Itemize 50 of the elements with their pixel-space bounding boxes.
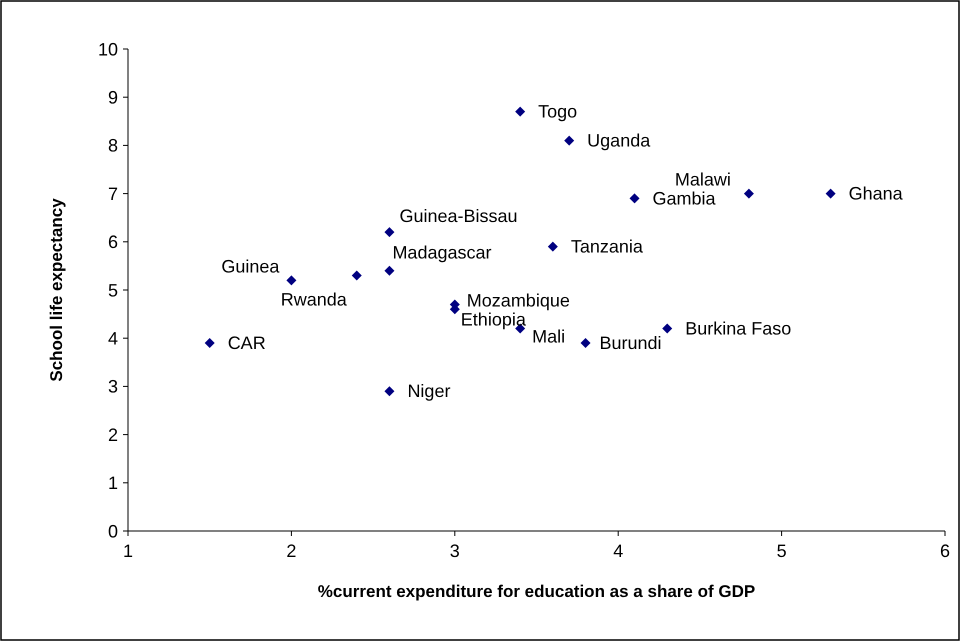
point — [580, 338, 591, 348]
y-tick-label: 2 — [108, 424, 118, 445]
y-tick-label: 10 — [98, 39, 118, 60]
annotation: Gambia — [652, 188, 717, 208]
y-tick-label: 6 — [108, 232, 118, 252]
point — [286, 275, 296, 286]
annotation: Guinea — [221, 256, 280, 276]
y-tick-label: 4 — [108, 328, 118, 348]
annotation: Niger — [407, 381, 450, 402]
y-tick-label: 1 — [108, 473, 118, 494]
y-tick-label: 3 — [108, 376, 118, 397]
annotation: Togo — [538, 102, 578, 122]
x-tick-label: 6 — [940, 541, 950, 561]
x-tick-label: 2 — [286, 541, 296, 561]
x-tick-label: 4 — [613, 541, 624, 561]
x-tick-label: 3 — [450, 541, 460, 561]
y-tick-label: 0 — [108, 521, 118, 542]
point — [384, 227, 394, 238]
y-tick-label: 7 — [108, 184, 118, 204]
point — [826, 188, 836, 199]
annotation: Ethiopia — [460, 309, 527, 330]
x-tick-label: 5 — [776, 541, 787, 561]
y-tick-label: 8 — [108, 136, 118, 156]
point — [204, 338, 215, 348]
y-tick-label: 5 — [108, 280, 118, 300]
point — [515, 106, 526, 117]
point — [630, 193, 640, 204]
x-tick-label: 1 — [122, 541, 134, 561]
annotation: Malawi — [674, 170, 731, 190]
annotation: Burundi — [600, 333, 662, 354]
annotation: Tanzania — [570, 236, 644, 257]
point — [384, 266, 394, 276]
annotation: Mali — [532, 326, 566, 347]
point — [744, 188, 754, 199]
point — [662, 324, 672, 334]
point — [352, 270, 362, 281]
point — [384, 386, 394, 396]
annotation: Guinea-Bissau — [399, 206, 518, 226]
annotation: Mozambique — [466, 290, 570, 310]
y-axis-title: School life expectancy — [47, 198, 66, 382]
annotation: Uganda — [587, 130, 652, 151]
annotation: Burkina Faso — [685, 318, 792, 339]
y-tick-label: 9 — [108, 88, 118, 108]
x-axis-title: %current expenditure for education as a share of GDP — [318, 582, 756, 601]
point — [548, 242, 558, 252]
annotation: Madagascar — [392, 242, 492, 263]
point — [564, 136, 574, 146]
annotation: Ghana — [848, 184, 904, 204]
annotation: CAR — [228, 333, 266, 354]
annotation: Rwanda — [280, 290, 348, 310]
